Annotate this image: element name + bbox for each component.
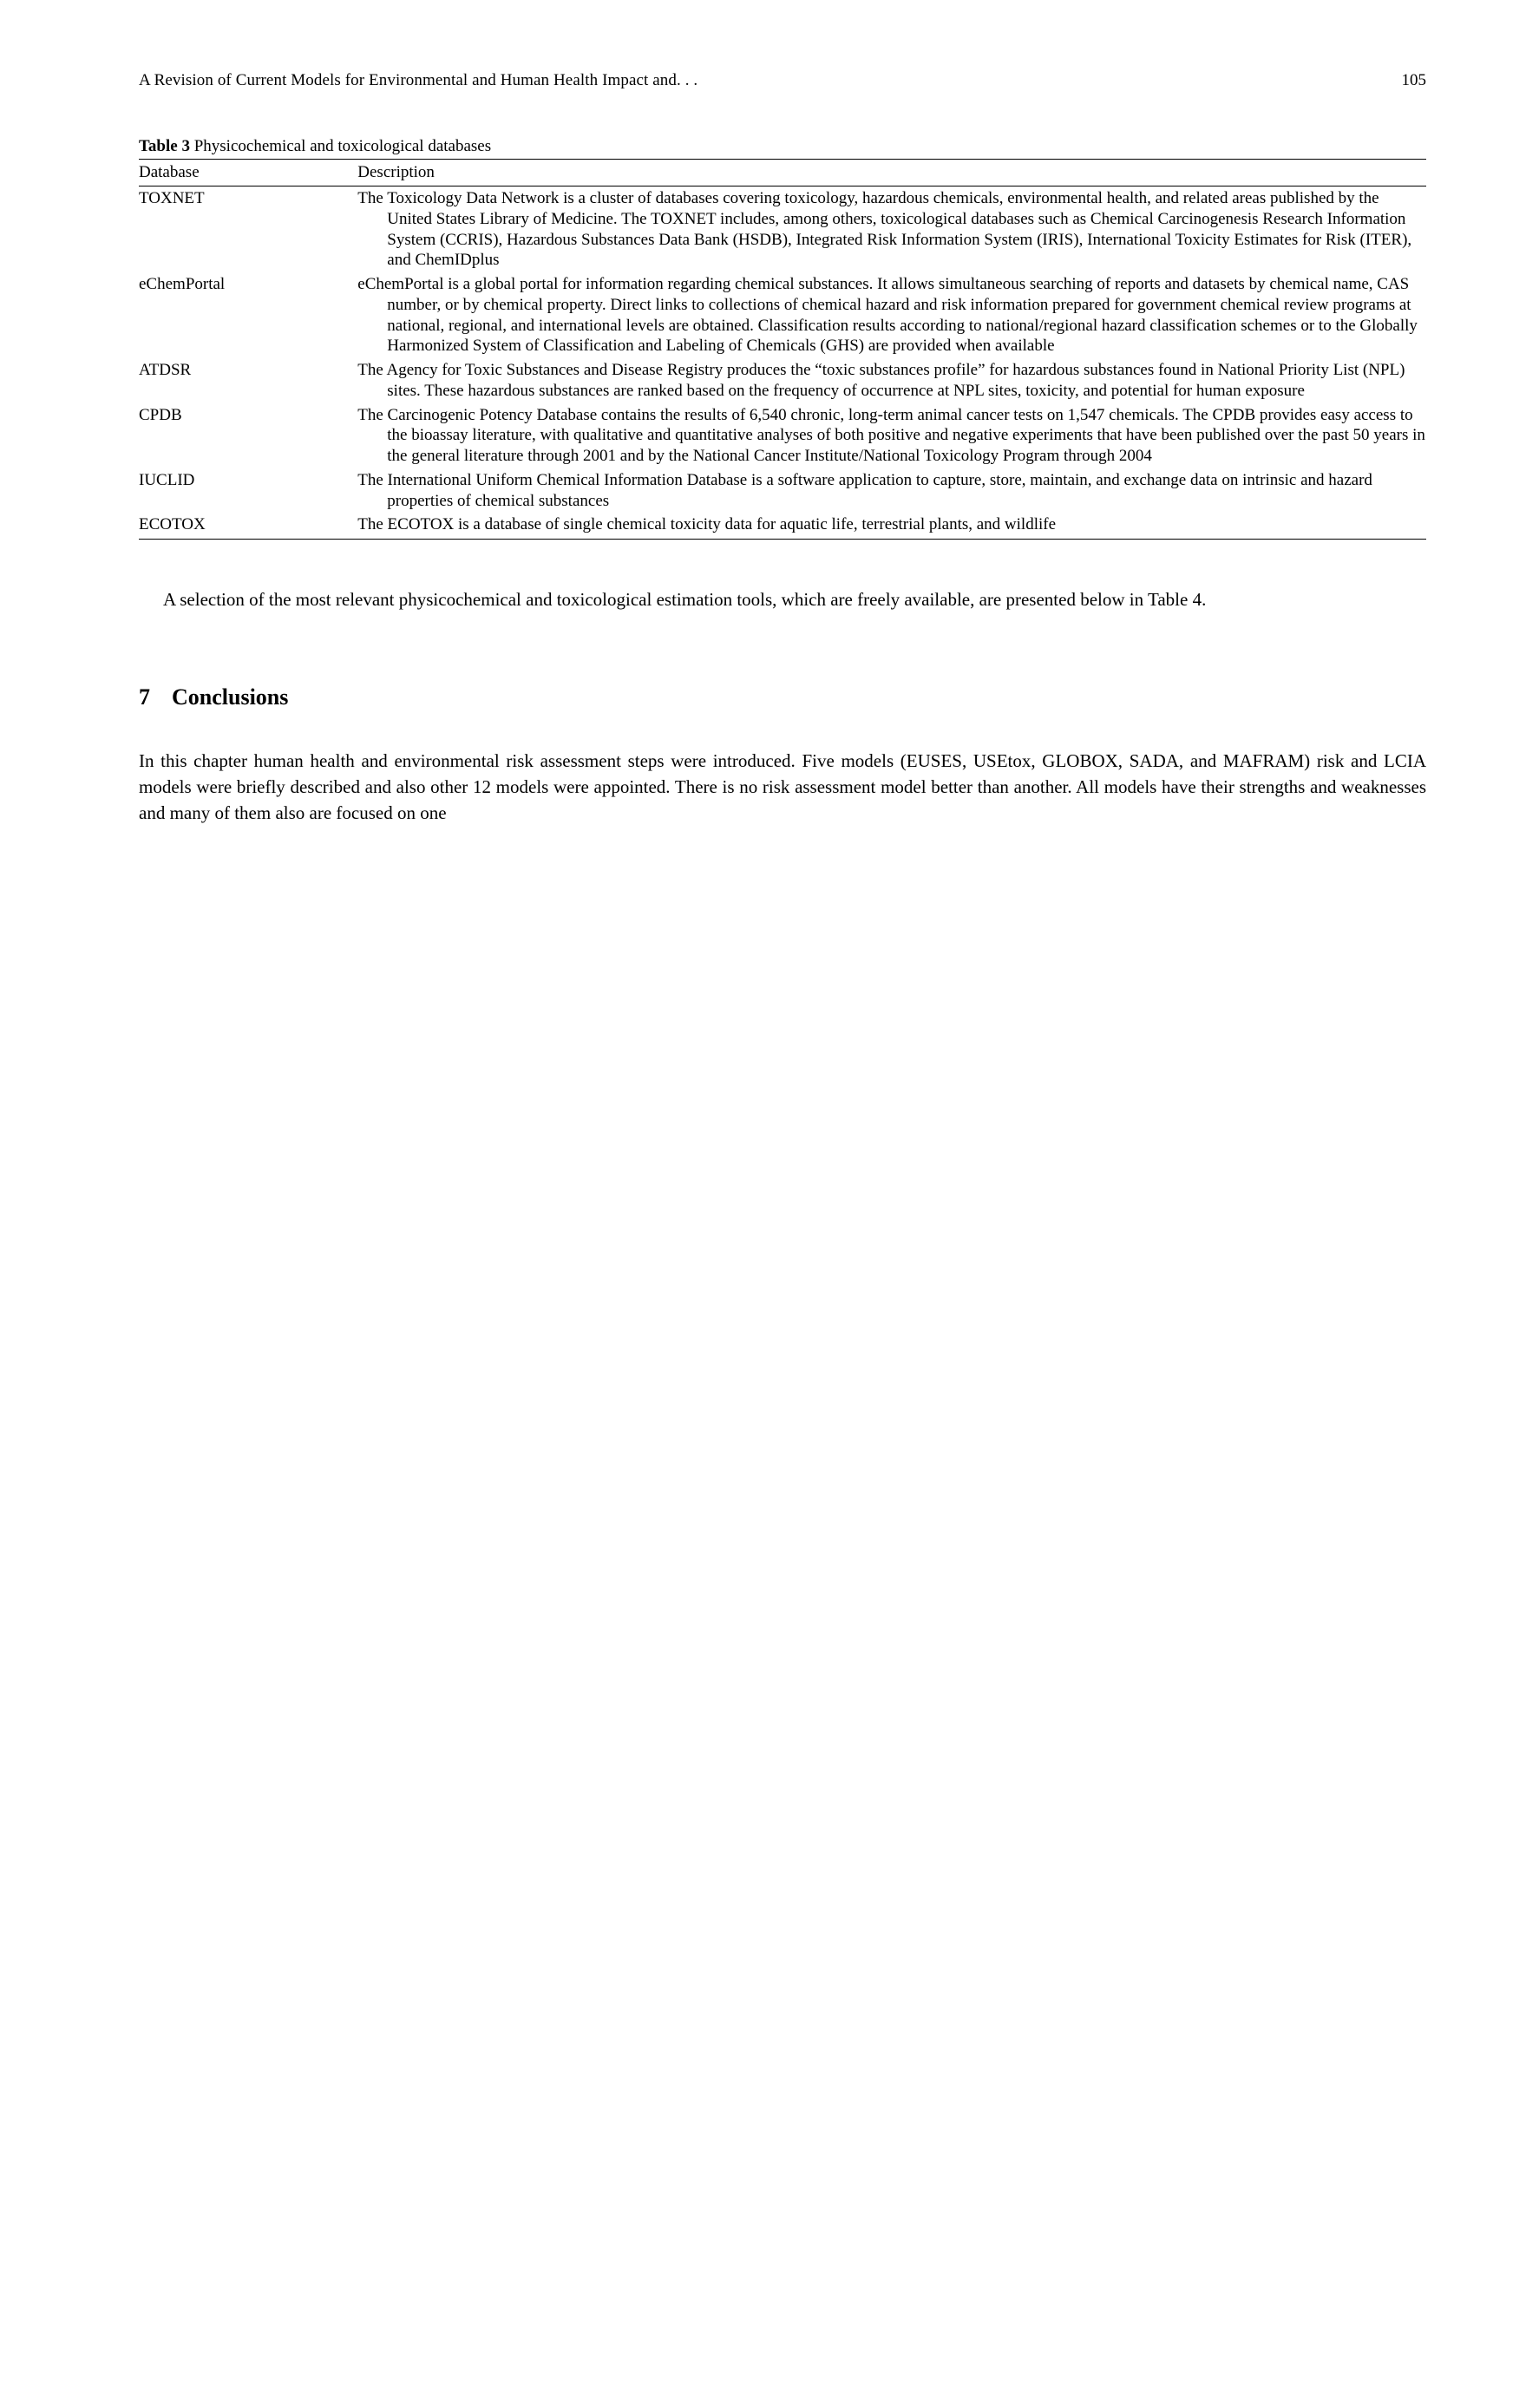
table-row: ECOTOX The ECOTOX is a database of singl…	[139, 513, 1426, 539]
db-name: eChemPortal	[139, 272, 357, 358]
paragraph-after-table: A selection of the most relevant physico…	[139, 587, 1426, 612]
running-head: A Revision of Current Models for Environ…	[139, 69, 1426, 92]
db-desc: The ECOTOX is a database of single chemi…	[357, 514, 1426, 535]
db-desc-cell: The Carcinogenic Potency Database contai…	[357, 403, 1426, 468]
table3-caption: Table 3 Physicochemical and toxicologica…	[139, 135, 1426, 158]
table3-col-database: Database	[139, 160, 357, 186]
table3-header-row: Database Description	[139, 160, 1426, 186]
db-desc-cell: The ECOTOX is a database of single chemi…	[357, 513, 1426, 539]
db-name: TOXNET	[139, 186, 357, 273]
db-desc-cell: eChemPortal is a global portal for infor…	[357, 272, 1426, 358]
table-row: ATDSR The Agency for Toxic Substances an…	[139, 358, 1426, 403]
db-name: ECOTOX	[139, 513, 357, 539]
db-name: ATDSR	[139, 358, 357, 403]
table3-caption-body: Physicochemical and toxicological databa…	[194, 137, 491, 155]
table3-col-description: Description	[357, 160, 1426, 186]
table3-label: Table 3	[139, 137, 190, 155]
section7-body: In this chapter human health and environ…	[139, 748, 1426, 827]
table-row: IUCLID The International Uniform Chemica…	[139, 468, 1426, 514]
db-desc-cell: The Toxicology Data Network is a cluster…	[357, 186, 1426, 273]
db-desc-cell: The Agency for Toxic Substances and Dise…	[357, 358, 1426, 403]
db-desc: The International Uniform Chemical Infor…	[357, 470, 1426, 512]
section7-number: 7	[139, 682, 172, 712]
section7-heading: 7Conclusions	[139, 682, 1426, 712]
db-name: CPDB	[139, 403, 357, 468]
section7-title: Conclusions	[172, 684, 288, 710]
page-number: 105	[1402, 69, 1427, 92]
table-row: TOXNET The Toxicology Data Network is a …	[139, 186, 1426, 273]
db-desc: The Carcinogenic Potency Database contai…	[357, 405, 1426, 467]
db-desc: The Toxicology Data Network is a cluster…	[357, 188, 1426, 271]
db-desc-cell: The International Uniform Chemical Infor…	[357, 468, 1426, 514]
running-head-title: A Revision of Current Models for Environ…	[139, 69, 697, 92]
table3: Database Description TOXNET The Toxicolo…	[139, 159, 1426, 540]
db-desc: eChemPortal is a global portal for infor…	[357, 274, 1426, 357]
table-row: eChemPortal eChemPortal is a global port…	[139, 272, 1426, 358]
db-desc: The Agency for Toxic Substances and Dise…	[357, 360, 1426, 402]
db-name: IUCLID	[139, 468, 357, 514]
table-row: CPDB The Carcinogenic Potency Database c…	[139, 403, 1426, 468]
